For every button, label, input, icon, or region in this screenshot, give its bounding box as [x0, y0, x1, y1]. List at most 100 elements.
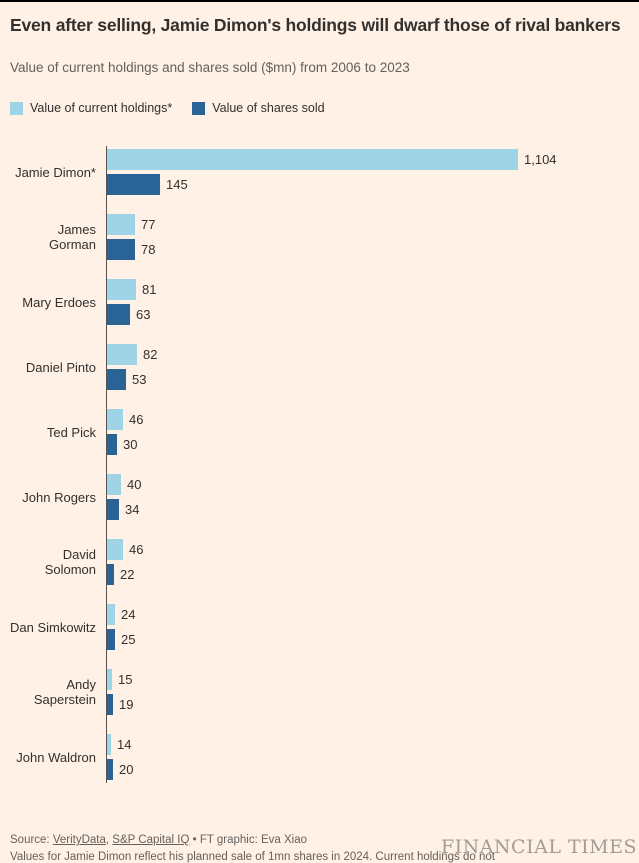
bar-group: 40 34 — [106, 474, 629, 520]
bar-line: 40 — [106, 474, 629, 495]
bar-current-holdings — [106, 279, 136, 300]
chart-row: Jamie Dimon* 1,104 145 — [10, 149, 629, 195]
chart-row: John Rogers 40 34 — [10, 474, 629, 520]
bar-shares-sold — [106, 239, 135, 260]
category-label: Ted Pick — [46, 424, 96, 440]
bar-line: 22 — [106, 564, 629, 585]
legend-swatch-shares-sold — [192, 101, 206, 115]
bar-line: 15 — [106, 669, 629, 690]
bar-shares-sold — [106, 694, 113, 715]
chart-subtitle: Value of current holdings and shares sol… — [10, 60, 410, 75]
legend-item-shares-sold: Value of shares sold — [192, 101, 325, 115]
bar-current-holdings — [106, 539, 123, 560]
bar-current-holdings — [106, 474, 121, 495]
bar-line: 145 — [106, 174, 629, 195]
bar-group: 14 20 — [106, 734, 629, 780]
bar-group: 46 30 — [106, 409, 629, 455]
source-prefix: Source: — [10, 834, 53, 846]
bar-group: 1,104 145 — [106, 149, 629, 195]
bar-line: 63 — [106, 304, 629, 325]
value-label: 77 — [141, 217, 156, 232]
category-label: Andy Saperstein — [33, 677, 96, 707]
value-label: 22 — [120, 567, 135, 582]
bar-shares-sold — [106, 759, 113, 780]
bar-line: 30 — [106, 434, 629, 455]
bar-shares-sold — [106, 499, 119, 520]
bar-current-holdings — [106, 734, 111, 755]
bar-shares-sold — [106, 564, 114, 585]
legend-label-current-holdings: Value of current holdings* — [30, 101, 173, 115]
value-label: 34 — [125, 502, 140, 517]
bar-line: 24 — [106, 604, 629, 625]
category-label: Daniel Pinto — [25, 359, 96, 375]
value-label: 40 — [127, 477, 142, 492]
bar-line: 25 — [106, 629, 629, 650]
ft-watermark: FINANCIAL TIMES — [440, 836, 637, 858]
value-label: 20 — [119, 762, 134, 777]
chart-row: John Waldron 14 20 — [10, 734, 629, 780]
bar-shares-sold — [106, 434, 117, 455]
legend-item-current-holdings: Value of current holdings* — [10, 101, 172, 115]
source-line: Source: VerityData, S&P Capital IQ • FT … — [10, 834, 629, 846]
bar-line: 46 — [106, 409, 629, 430]
bar-chart: Jamie Dimon* 1,104 145 James Gorman 77 78 Mary… — [10, 146, 629, 783]
bar-line: 1,104 — [106, 149, 629, 170]
value-label: 81 — [142, 282, 157, 297]
bar-group: 81 63 — [106, 279, 629, 325]
y-axis-line — [106, 146, 107, 783]
value-label: 14 — [117, 737, 132, 752]
bar-group: 82 53 — [106, 344, 629, 390]
value-label: 82 — [143, 347, 158, 362]
chart-row: Daniel Pinto 82 53 — [10, 344, 629, 390]
bar-line: 46 — [106, 539, 629, 560]
chart-row: Ted Pick 46 30 — [10, 409, 629, 455]
value-label: 30 — [123, 437, 138, 452]
bar-line: 14 — [106, 734, 629, 755]
value-label: 63 — [136, 307, 151, 322]
bar-shares-sold — [106, 304, 130, 325]
value-label: 25 — [121, 632, 136, 647]
bar-group: 24 25 — [106, 604, 629, 650]
bar-line: 78 — [106, 239, 629, 260]
source-link-veritydata[interactable]: VerityData — [52, 834, 106, 846]
category-label: David Solomon — [44, 547, 96, 577]
chart-row: Mary Erdoes 81 63 — [10, 279, 629, 325]
value-label: 46 — [129, 412, 144, 427]
bar-shares-sold — [106, 369, 126, 390]
bar-line: 82 — [106, 344, 629, 365]
category-label: John Rogers — [22, 489, 96, 505]
chart-row: Dan Simkowitz 24 25 — [10, 604, 629, 650]
value-label: 145 — [166, 177, 188, 192]
bar-line: 77 — [106, 214, 629, 235]
value-label: 1,104 — [524, 152, 557, 167]
bar-shares-sold — [106, 174, 160, 195]
chart-row: David Solomon 46 22 — [10, 539, 629, 585]
bar-current-holdings — [106, 149, 518, 170]
bar-current-holdings — [106, 214, 135, 235]
source-separator: , — [105, 834, 113, 846]
bar-current-holdings — [106, 344, 137, 365]
bar-shares-sold — [106, 629, 115, 650]
chart-row: James Gorman 77 78 — [10, 214, 629, 260]
legend: Value of current holdings* Value of shar… — [10, 101, 629, 115]
bar-current-holdings — [106, 409, 123, 430]
bar-line: 34 — [106, 499, 629, 520]
chart-row: Andy Saperstein 15 19 — [10, 669, 629, 715]
value-label: 24 — [121, 607, 136, 622]
bar-group: 77 78 — [106, 214, 629, 260]
value-label: 19 — [119, 697, 134, 712]
category-label: Mary Erdoes — [22, 294, 96, 310]
category-label: Jamie Dimon* — [15, 164, 96, 180]
source-link-sp-capital-iq[interactable]: S&P Capital IQ — [112, 834, 190, 846]
value-label: 15 — [118, 672, 133, 687]
bar-current-holdings — [106, 669, 112, 690]
legend-label-shares-sold: Value of shares sold — [212, 101, 325, 115]
bar-line: 53 — [106, 369, 629, 390]
bar-group: 15 19 — [106, 669, 629, 715]
legend-swatch-current-holdings — [10, 101, 23, 115]
value-label: 53 — [132, 372, 147, 387]
bar-line: 81 — [106, 279, 629, 300]
bar-group: 46 22 — [106, 539, 629, 585]
bar-line: 19 — [106, 694, 629, 715]
